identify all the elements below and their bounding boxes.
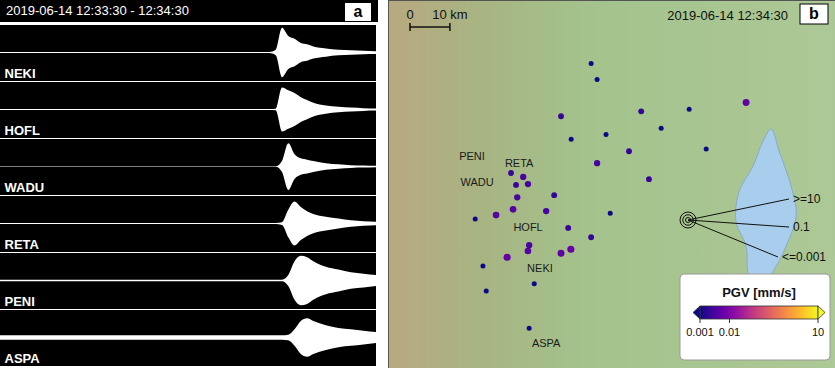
svg-text:ASPA: ASPA [5,351,41,366]
svg-text:WADU: WADU [460,176,493,188]
svg-text:NEKI: NEKI [527,262,553,274]
svg-text:0.001: 0.001 [686,326,714,338]
svg-text:HOFL: HOFL [5,123,40,138]
svg-text:PENI: PENI [5,294,35,309]
svg-text:PGV [mm/s]: PGV [mm/s] [722,285,796,300]
svg-text:RETA: RETA [5,237,40,252]
svg-text:PENI: PENI [459,149,485,161]
html-text:a: a [353,3,363,20]
svg-text:WADU: WADU [5,180,45,195]
svg-text:<=0.001: <=0.001 [782,250,826,264]
svg-text:2019-06-14 12:34:30: 2019-06-14 12:34:30 [667,8,788,23]
svg-text:NEKI: NEKI [5,66,36,81]
svg-text:HOFL: HOFL [513,221,542,233]
svg-text:0: 0 [406,7,413,22]
svg-text:10: 10 [812,326,824,338]
svg-text:ASPA: ASPA [532,337,561,349]
svg-text:b: b [809,5,819,22]
svg-text:>=10: >=10 [793,192,821,206]
svg-text:RETA: RETA [505,157,534,169]
svg-text:0.01: 0.01 [719,326,740,338]
html-text:2019-06-14 12:33:30 - 12:34:30: 2019-06-14 12:33:30 - 12:34:30 [6,3,189,18]
svg-text:0.1: 0.1 [793,220,810,234]
svg-text:10 km: 10 km [432,7,467,22]
